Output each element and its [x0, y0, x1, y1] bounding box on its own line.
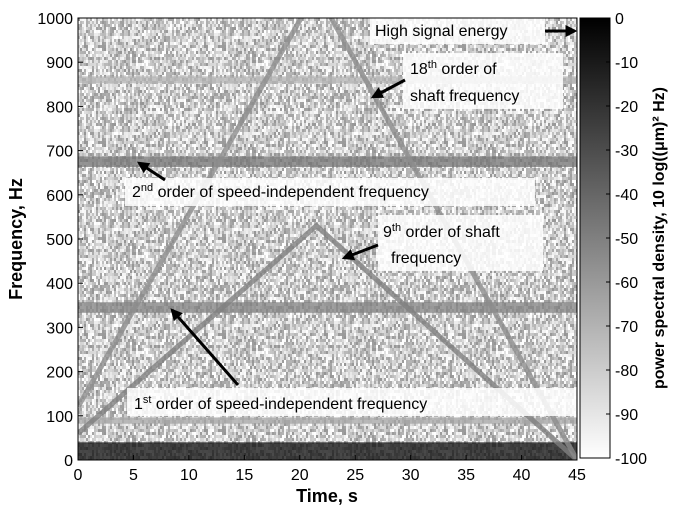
annotation-line: High signal energy [375, 23, 508, 40]
order-ridge [78, 222, 577, 460]
frequency-band [78, 156, 577, 167]
annotation-arrow [370, 78, 406, 99]
y-tick-label: 0 [64, 453, 73, 470]
annotation-text: High signal energy [375, 23, 508, 40]
y-tick-label: 400 [46, 276, 73, 293]
ordinal: 2 [132, 184, 141, 201]
ordinal: 18 [410, 61, 428, 78]
colorbar-tick-label: -70 [615, 319, 638, 336]
annotation-text: 2nd order of speed-independent frequency [132, 182, 429, 201]
frequency-band [78, 302, 577, 313]
annotation-line: shaft frequency [410, 88, 519, 105]
annotation-box [370, 18, 545, 44]
x-axis-label: Time, s [296, 486, 358, 506]
order-ridge [78, 18, 577, 460]
frequency-band [78, 76, 577, 84]
annotation-box [403, 53, 563, 109]
annotation-line: order of shaft [401, 224, 500, 241]
y-tick-label: 100 [46, 409, 73, 426]
y-tick-label: 1000 [37, 11, 73, 28]
annotation-line: order of speed-independent frequency [153, 184, 429, 201]
annotation-text: 1st order of speed-independent frequency [134, 394, 427, 413]
x-tick-label: 20 [291, 467, 309, 484]
colorbar-tick-label: -50 [615, 231, 638, 248]
axes: 0 5 10 15 20 25 30 35 40 450100200300400500600700… [37, 11, 647, 484]
annotation-box [125, 178, 535, 206]
colorbar-tick-label: -80 [615, 363, 638, 380]
y-axis-label: Frequency, Hz [6, 178, 26, 300]
ordinal: 1 [134, 396, 143, 413]
annotation-line: order of [437, 61, 497, 78]
x-tick-label: 10 [180, 467, 198, 484]
x-tick-label: 40 [513, 467, 531, 484]
colorbar-tick-label: -90 [615, 407, 638, 424]
y-tick-label: 500 [46, 232, 73, 249]
x-tick-label: 5 [129, 467, 138, 484]
colorbar-label: power spectral density, 10 log((μm)² Hz) [651, 87, 668, 389]
colorbar-tick-label: -100 [615, 451, 647, 468]
annotation-text: 18th order of [410, 59, 497, 78]
annotation: 18th order of shaft frequency [370, 53, 563, 109]
frequency-band [78, 442, 577, 460]
y-tick-label: 200 [46, 365, 73, 382]
colorbar-tick-label: -40 [615, 187, 638, 204]
annotation-line: order of speed-independent frequency [151, 396, 427, 413]
colorbar-tick-label: -10 [615, 55, 638, 72]
ordinal: 9 [383, 224, 392, 241]
annotation-arrow [136, 161, 166, 182]
frequency-band [78, 417, 577, 424]
annotation: 9th order of shaft frequency [341, 215, 543, 271]
x-tick-label: 30 [402, 467, 420, 484]
annotation: High signal energy [370, 18, 578, 44]
colorbar-tick-label: -60 [615, 275, 638, 292]
annotation-text: 9th order of shaft [383, 222, 500, 241]
x-tick-label: 25 [346, 467, 364, 484]
x-tick-label: 35 [457, 467, 475, 484]
ordinal-suffix: nd [141, 182, 153, 194]
x-tick-label: 45 [568, 467, 586, 484]
y-tick-label: 600 [46, 188, 73, 205]
annotation: 2nd order of speed-independent frequency [125, 161, 535, 206]
colorbar-tick-label: 0 [615, 11, 624, 28]
annotation-box [127, 388, 577, 416]
annotation-box [378, 215, 543, 271]
ordinal-suffix: th [428, 59, 437, 71]
x-tick-label: 15 [235, 467, 253, 484]
y-tick-label: 900 [46, 55, 73, 72]
colorbar [579, 17, 611, 459]
annotation-arrow [341, 243, 379, 261]
y-tick-label: 800 [46, 99, 73, 116]
y-tick-label: 700 [46, 144, 73, 161]
annotation: 1st order of speed-independent frequency [127, 308, 577, 416]
ordinal-suffix: st [143, 394, 152, 406]
colorbar-tick-label: -30 [615, 143, 638, 160]
x-tick-label: 0 [74, 467, 83, 484]
y-tick-label: 300 [46, 320, 73, 337]
annotation-line: frequency [391, 250, 461, 267]
ordinal-suffix: th [392, 222, 401, 234]
colorbar-tick-label: -20 [615, 99, 638, 116]
annotation-arrow [170, 308, 240, 386]
